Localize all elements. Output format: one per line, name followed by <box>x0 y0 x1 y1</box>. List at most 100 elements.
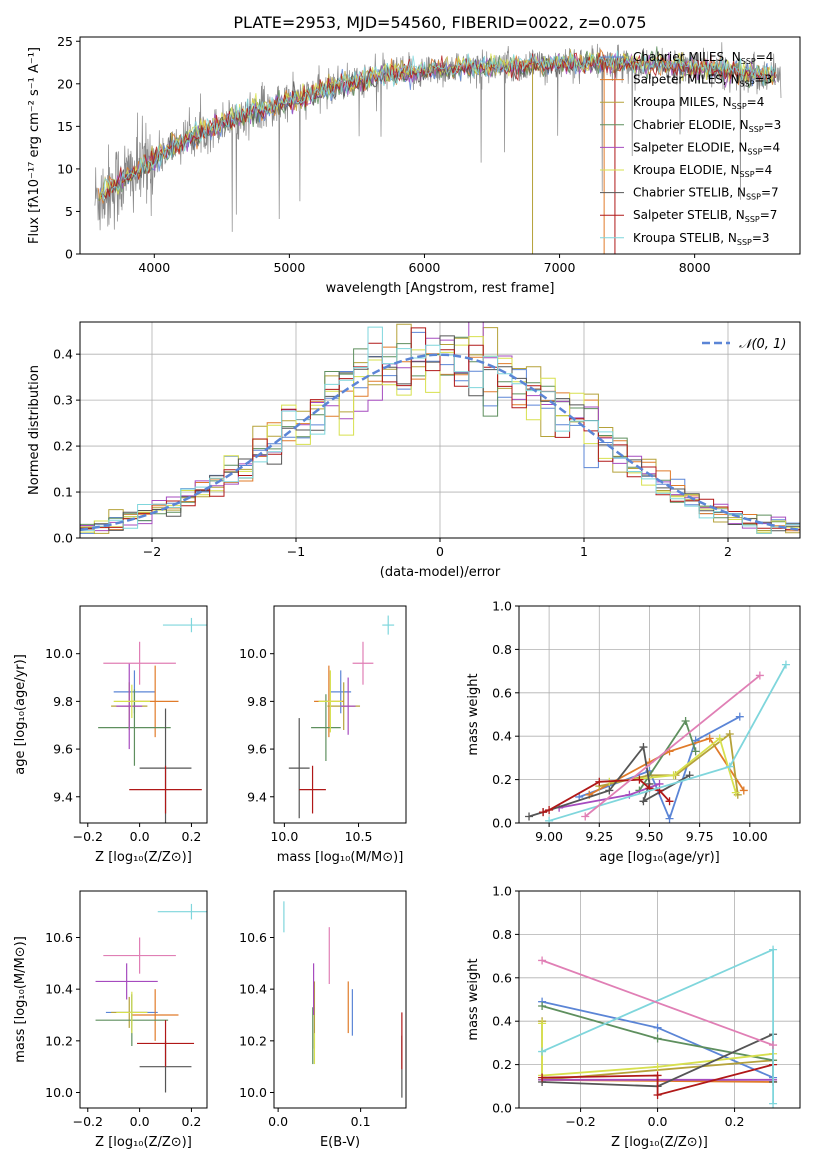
y-axis-label: mass weight <box>466 673 481 755</box>
weight-marker <box>639 743 648 752</box>
y-tick-label: 20 <box>57 76 73 91</box>
weight-marker <box>705 734 714 743</box>
x-axis-label: (data-model)/error <box>380 565 501 580</box>
x-tick-label: 6000 <box>409 260 441 275</box>
age-vs-Z-errorbars <box>98 617 207 823</box>
weight-marker <box>653 1071 662 1080</box>
model-spectrum-6 <box>100 54 776 200</box>
y-axis-label: Flux [fλ10⁻¹⁷ erg cm⁻² s⁻¹ A⁻¹] <box>27 47 42 244</box>
y-tick-label: 10.2 <box>239 1033 267 1048</box>
mass-vs-EBV-errorbars <box>283 901 403 1098</box>
x-axis-label: E(B-V) <box>320 1135 360 1150</box>
weight-marker <box>545 816 554 823</box>
legend-label: 𝒩(0, 1) <box>739 337 786 352</box>
weight-marker <box>653 1034 662 1043</box>
x-tick-label: 10.5 <box>345 829 373 844</box>
x-tick-label: −0.2 <box>73 829 103 844</box>
weight-marker <box>653 1023 662 1032</box>
mass-vs-Z-frame: −0.2 0.0 0.2 10.0 10.2 10.4 10.6 Z [log₁₀(Z/Z⊙)… <box>13 890 208 1150</box>
mass-vs-EBV-frame: 0.0 0.1 10.0 10.2 10.4 10.6 E(B-V) <box>239 890 407 1150</box>
x-tick-label: 0.0 <box>130 1114 150 1129</box>
model-spectrum-7 <box>100 52 777 199</box>
x-tick-label: −1 <box>287 544 305 559</box>
legend-label: Kroupa ELODIE, NSSP=4 <box>633 163 772 179</box>
y-tick-label: 25 <box>57 34 73 49</box>
y-tick-label: 10.0 <box>239 646 267 661</box>
x-tick-label: 0.0 <box>268 1114 288 1129</box>
y-tick-label: 0.4 <box>53 347 73 362</box>
y-tick-label: 0.1 <box>53 485 73 500</box>
residuals-frame: −2 −1 0 1 2 0.0 0.1 0.2 0.3 0.4 (data-model)/error… <box>27 321 801 580</box>
weight-marker <box>538 1073 547 1082</box>
weight-vs-age-series <box>525 660 790 823</box>
normal-reference-curve <box>80 353 800 532</box>
y-tick-label: 0.4 <box>492 729 512 744</box>
age-vs-mass-frame: 10.0 10.5 9.4 9.6 9.8 10.0 mass [log₁₀(M/M⊙)] <box>239 605 407 865</box>
y-tick-label: 1.0 <box>492 884 512 899</box>
weight-marker <box>725 730 734 739</box>
spectrum-lines <box>94 42 782 254</box>
weight-marker <box>538 1019 547 1028</box>
x-tick-label: 9.00 <box>535 829 563 844</box>
histogram-8 <box>80 326 800 534</box>
plot-frame <box>273 890 407 1109</box>
legend-label: Salpeter MILES, NSSP=3 <box>633 73 772 89</box>
y-tick-label: 10.4 <box>45 982 73 997</box>
weight-marker <box>639 797 648 806</box>
x-tick-label: 1 <box>580 544 588 559</box>
weight-marker <box>681 717 690 726</box>
spectrum-frame: 4000 5000 6000 7000 8000 0 5 10 15 20 25 wavelength… <box>27 34 801 296</box>
residual-legend: 𝒩(0, 1) <box>702 337 786 352</box>
x-tick-label: 5000 <box>273 260 305 275</box>
age-vs-mass-errorbars <box>288 615 395 819</box>
weight-series-0 <box>578 715 741 822</box>
weight-marker <box>605 786 614 795</box>
x-tick-label: 4000 <box>138 260 170 275</box>
weight-marker <box>735 712 744 721</box>
figure-title: PLATE=2953, MJD=54560, FIBERID=0022, z=0… <box>233 13 646 32</box>
weight-marker <box>781 660 790 669</box>
y-tick-label: 9.8 <box>247 694 267 709</box>
x-tick-label: 0.1 <box>351 1114 371 1129</box>
y-tick-label: 1.0 <box>492 599 512 614</box>
y-tick-label: 10.0 <box>45 1085 73 1100</box>
y-tick-label: 0.2 <box>53 439 73 454</box>
x-tick-label: −0.2 <box>73 1114 103 1129</box>
weight-series-5 <box>609 736 737 793</box>
x-tick-label: 0.2 <box>182 1114 202 1129</box>
y-tick-label: 10 <box>57 161 73 176</box>
y-tick-label: 9.4 <box>247 789 267 804</box>
y-axis-label: age [log₁₀(age/yr)] <box>13 654 28 775</box>
plot-frame <box>518 605 801 824</box>
plot-frame <box>79 605 208 824</box>
plot-frame <box>79 36 801 255</box>
y-tick-label: 0.0 <box>492 816 512 831</box>
weight-marker <box>715 734 724 743</box>
y-tick-label: 0.2 <box>492 1057 512 1072</box>
legend-label: Chabrier STELIB, NSSP=7 <box>633 186 779 202</box>
weight-marker <box>665 814 674 823</box>
y-tick-label: 0.8 <box>492 927 512 942</box>
plot-frame <box>273 605 407 824</box>
weight-marker <box>539 808 548 817</box>
x-tick-label: 7000 <box>544 260 576 275</box>
weight-marker <box>538 1047 547 1056</box>
legend-label: Chabrier ELODIE, NSSP=3 <box>633 118 781 134</box>
x-axis-label: Z [log₁₀(Z/Z⊙)] <box>95 1135 192 1150</box>
x-tick-label: 10.0 <box>270 829 298 844</box>
legend-label: Kroupa MILES, NSSP=4 <box>633 95 764 111</box>
weight-marker <box>769 945 778 954</box>
weight-marker <box>635 775 644 784</box>
y-tick-label: 10.4 <box>239 982 267 997</box>
age-vs-Z-frame: −0.2 0.0 0.2 9.4 9.6 9.8 10.0 Z [log₁₀(Z/Z⊙)] ag… <box>13 605 208 865</box>
y-tick-label: 0.6 <box>492 970 512 985</box>
x-tick-label: 2 <box>724 544 732 559</box>
y-tick-label: 0.6 <box>492 685 512 700</box>
weight-vs-Z-series <box>538 945 778 1108</box>
weight-vs-age-frame: 9.00 9.25 9.50 9.75 10.00 0.0 0.2 0.4 0.6 0.8 1.0 a… <box>466 599 801 865</box>
y-tick-label: 0.3 <box>53 393 73 408</box>
y-tick-label: 5 <box>65 204 73 219</box>
weight-marker <box>595 777 604 786</box>
weight-series-8 <box>548 664 787 822</box>
